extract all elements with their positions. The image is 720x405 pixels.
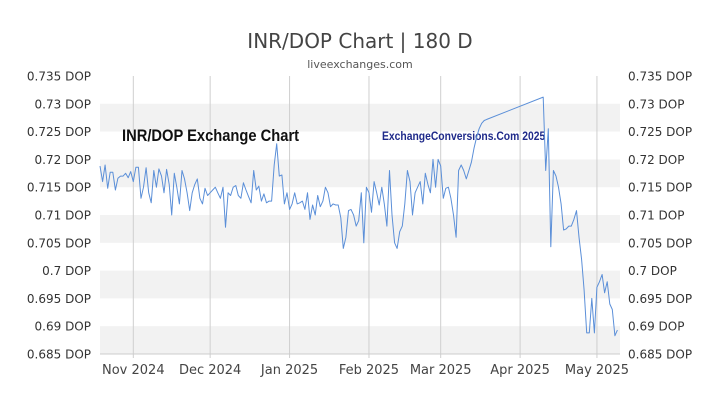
y-axis-right: 0.735 DOP 0.73 DOP 0.725 DOP 0.72 DOP 0.715 … (628, 70, 692, 362)
y-tick-label-left: 0.735 DOP (27, 70, 91, 84)
x-tick-label: Feb 2025 (339, 363, 399, 378)
y-tick-label-left: 0.705 DOP (27, 236, 91, 250)
plot-background-bands (100, 103, 620, 354)
y-tick-label-left: 0.73 DOP (35, 97, 91, 111)
y-tick-label-right: 0.72 DOP (628, 153, 684, 167)
x-tick-label: Mar 2025 (410, 363, 472, 378)
grid-band (100, 270, 620, 299)
x-axis: Nov 2024 Dec 2024 Jan 2025 Feb 2025 Mar 2025… (102, 363, 629, 378)
x-tick-label: Jan 2025 (260, 363, 318, 378)
y-tick-label-right: 0.71 DOP (628, 209, 684, 223)
y-tick-label-right: 0.725 DOP (628, 125, 692, 139)
y-tick-label-left: 0.69 DOP (35, 320, 91, 334)
chart-title: INR/DOP Chart | 180 D (247, 29, 472, 53)
y-tick-label-right: 0.695 DOP (628, 292, 692, 306)
vertical-gridlines (132, 76, 598, 358)
grid-band (100, 103, 620, 132)
y-tick-label-right: 0.73 DOP (628, 97, 684, 111)
x-tick-label: Apr 2025 (490, 363, 550, 378)
y-tick-label-right: 0.735 DOP (628, 70, 692, 84)
chart-subtitle: liveexchanges.com (307, 58, 412, 71)
y-tick-label-left: 0.695 DOP (27, 292, 91, 306)
x-tick-label: May 2025 (565, 363, 629, 378)
y-tick-label-left: 0.71 DOP (35, 209, 91, 223)
y-tick-label-left: 0.685 DOP (27, 348, 91, 362)
x-tick-label: Dec 2024 (179, 363, 241, 378)
y-tick-label-left: 0.715 DOP (27, 181, 91, 195)
y-tick-label-left: 0.7 DOP (42, 264, 91, 278)
grid-band (100, 326, 620, 354)
grid-band (100, 215, 620, 243)
series-group (99, 96, 618, 337)
series-line (99, 96, 618, 337)
y-tick-label-right: 0.685 DOP (628, 348, 692, 362)
y-tick-label-left: 0.725 DOP (27, 125, 91, 139)
watermark-left: INR/DOP Exchange Chart (122, 127, 300, 145)
grid-band (100, 159, 620, 188)
y-tick-label-right: 0.69 DOP (628, 320, 684, 334)
y-tick-label-right: 0.715 DOP (628, 181, 692, 195)
y-tick-label-right: 0.7 DOP (628, 264, 677, 278)
y-tick-label-left: 0.72 DOP (35, 153, 91, 167)
x-tick-label: Nov 2024 (102, 363, 165, 378)
watermark-right: ExchangeConversions.Com 2025 (382, 130, 545, 143)
y-axis-left: 0.735 DOP 0.73 DOP 0.725 DOP 0.72 DOP 0.715 … (27, 70, 91, 362)
y-tick-label-right: 0.705 DOP (628, 236, 692, 250)
